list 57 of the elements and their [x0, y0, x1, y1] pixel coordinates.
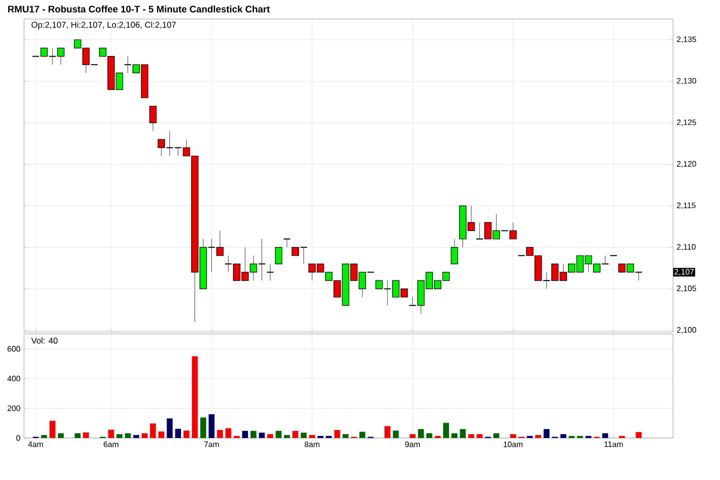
candlestick [149, 106, 157, 132]
bar [242, 430, 248, 438]
candlestick [283, 238, 291, 248]
annotation: Op:2,107, Hi:2,107, Lo:2,106, Cl:2,107 [32, 22, 176, 30]
bar [342, 434, 349, 438]
candlestick [274, 247, 282, 264]
bar [334, 430, 340, 438]
bar [560, 434, 566, 438]
bar [493, 433, 500, 438]
bar [142, 433, 148, 438]
bar [476, 434, 482, 438]
bar [267, 434, 274, 438]
bar [443, 422, 449, 438]
bar [250, 430, 256, 438]
bar [50, 420, 56, 438]
bar [460, 429, 466, 438]
bar [392, 430, 399, 438]
bar [217, 430, 223, 438]
bar [108, 430, 114, 438]
bar [192, 356, 198, 438]
bar [116, 434, 122, 438]
bar [468, 434, 474, 438]
candlestick [266, 264, 274, 281]
bar [74, 433, 81, 438]
bar [124, 433, 131, 438]
annotation: Vol: 40 [31, 337, 58, 344]
bar [200, 417, 206, 438]
bar [544, 429, 550, 438]
bar [300, 432, 307, 438]
bar [133, 435, 140, 438]
bar [410, 434, 416, 438]
bar [535, 435, 542, 438]
bar [225, 428, 232, 438]
bar [184, 430, 190, 438]
bar [166, 418, 173, 438]
bar [208, 414, 215, 438]
bar [258, 432, 265, 438]
chart-title: RMU17 - Robusta Coffee 10-T - 5 Minute Candlestick Chart [8, 6, 270, 12]
bar [418, 429, 424, 438]
bar [292, 430, 298, 438]
candlestick [450, 238, 458, 264]
bar [309, 435, 316, 438]
bar [58, 433, 64, 438]
bar [602, 433, 608, 438]
bar [83, 432, 89, 438]
bar [276, 430, 282, 438]
bar [384, 426, 390, 438]
bar [158, 431, 164, 438]
bar [510, 434, 516, 438]
bar [426, 433, 432, 438]
bar [175, 428, 182, 438]
bar [636, 432, 642, 438]
bar [41, 435, 48, 438]
bar [150, 423, 156, 438]
bar [284, 435, 290, 438]
bar [359, 432, 366, 438]
bar [452, 433, 458, 438]
